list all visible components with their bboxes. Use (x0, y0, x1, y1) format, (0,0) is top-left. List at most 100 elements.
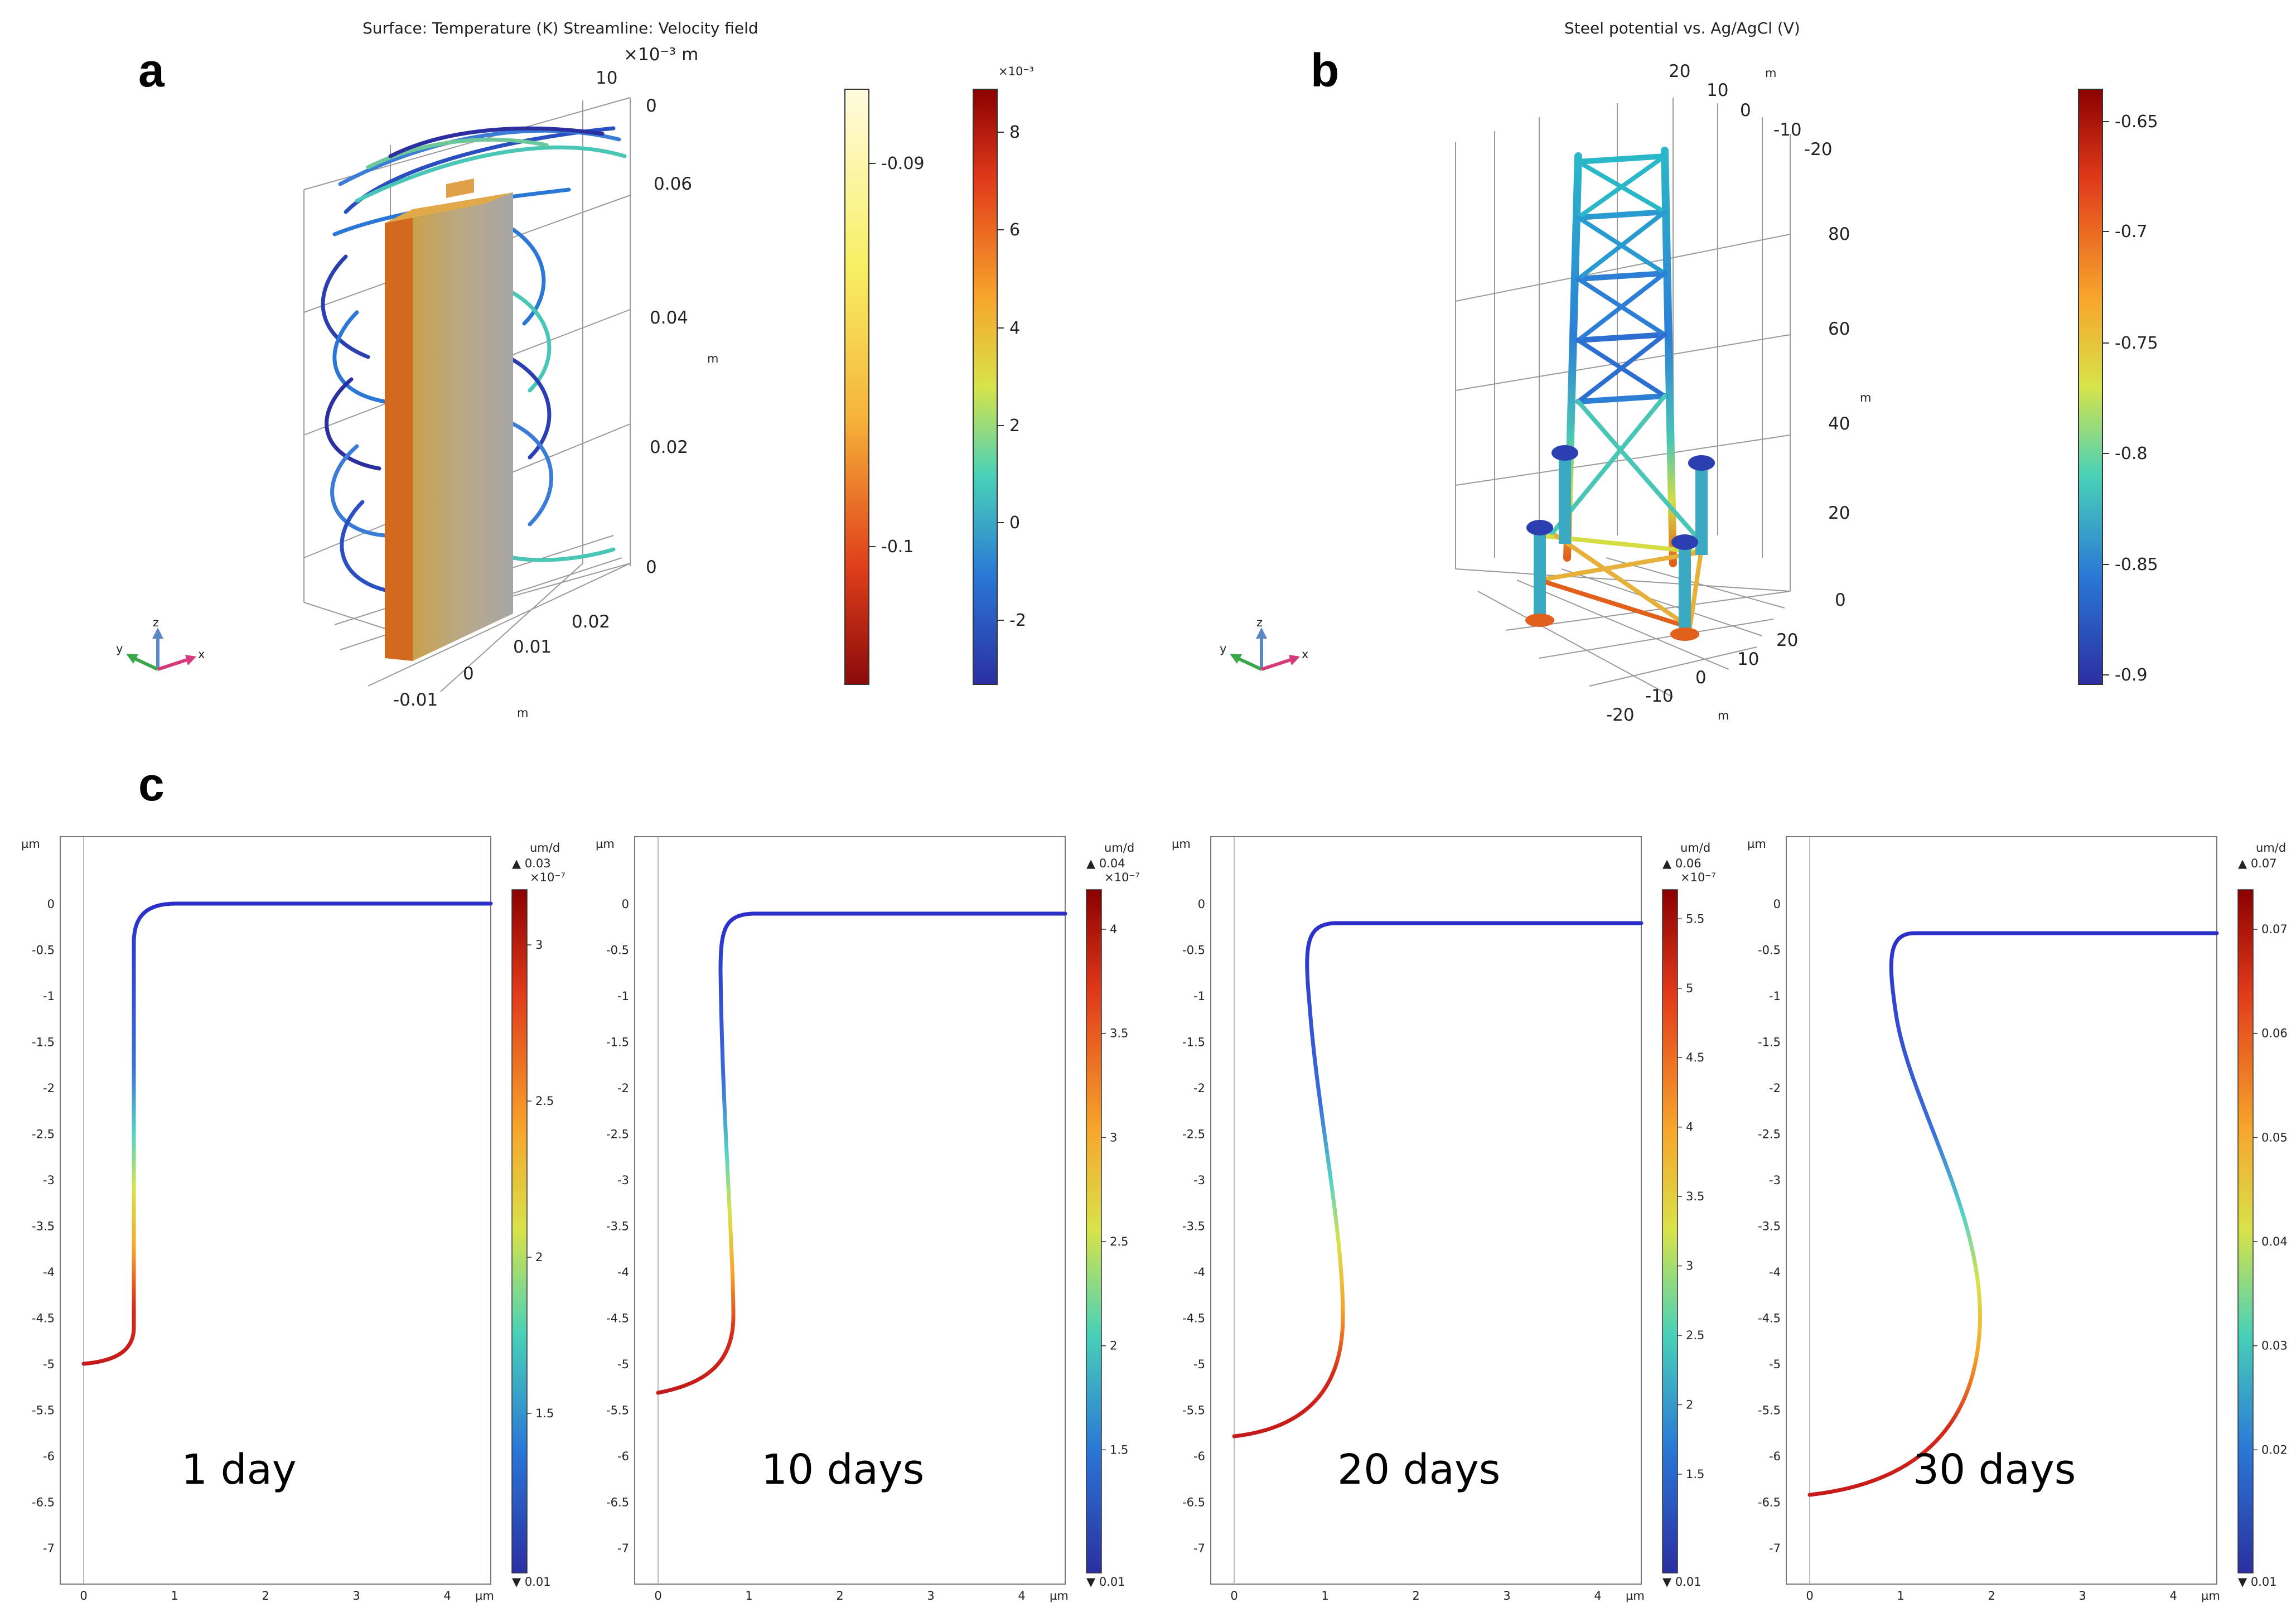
panel-a-title: Surface: Temperature (K) Streamline: Vel… (362, 19, 758, 37)
colorbar-unit: um/d (2256, 841, 2286, 855)
y-tick-label: -3 (1193, 1174, 1205, 1187)
panel-a-z-tick-0: 0 (646, 557, 657, 577)
panel-a-x-unit: m (517, 706, 528, 720)
y-tick-label: -3.5 (606, 1220, 629, 1233)
panel-a-x-tick-0.01: 0.01 (513, 637, 552, 657)
y-unit-label: µm (21, 837, 40, 851)
panel-b-x-tick-0: 0 (1695, 668, 1707, 688)
day-label: 10 days (761, 1446, 924, 1494)
y-tick-label: -6 (617, 1450, 629, 1463)
y-tick-label: -5 (1193, 1358, 1205, 1371)
cb-vel-tick-2: 2 (1009, 416, 1020, 436)
day-label: 1 day (181, 1446, 297, 1494)
subplot-1: µm µm 0 -0.5 -1 -1.5 -2 -2.5 -3 -3.5 -4 -4.5 -5 -5.5 -… (596, 836, 1140, 1602)
cb-vel-tick-6: 6 (1009, 220, 1020, 240)
y-unit-label: µm (1747, 837, 1766, 851)
y-tick-label: -6.5 (1182, 1496, 1205, 1509)
subplot-0: µm µm 0 -0.5 -1 -1.5 -2 -2.5 -3 -3.5 -4 -4.5 -5 -5.5 -… (21, 836, 565, 1602)
colorbar-tick: 2 (1110, 1339, 1117, 1353)
plot-frame (634, 836, 1066, 1585)
subplot-3: µm µm 0 -0.5 -1 -1.5 -2 -2.5 -3 -3.5 -4 -4.5 -5 -5.5 -… (1747, 836, 2288, 1602)
y-tick-label: -2.5 (606, 1128, 629, 1141)
x-tick-label: 1 (1897, 1589, 1904, 1602)
y-tick-label: -6.5 (1758, 1496, 1781, 1509)
y-tick-label: -4.5 (32, 1312, 55, 1325)
colorbar-min-label: ▼ 0.01 (1662, 1575, 1702, 1589)
y-tick-label: -1.5 (32, 1036, 55, 1049)
x-tick-label: 3 (927, 1589, 934, 1602)
colorbar-tick: 3.5 (1110, 1027, 1128, 1040)
x-unit-label: µm (1626, 1589, 1645, 1602)
y-tick-label: -3 (1769, 1174, 1781, 1187)
y-tick-label: -1.5 (1182, 1036, 1205, 1049)
panel-b-letter: b (1311, 44, 1339, 96)
colorbar-tick: 2 (535, 1251, 543, 1264)
panel-a-x-tick-0: 0 (463, 664, 474, 684)
panel-c-letter: c (138, 758, 165, 810)
cb-vel-tick-0: 0 (1009, 513, 1020, 533)
y-tick-label: -4 (1193, 1266, 1205, 1279)
y-tick-label: -5 (617, 1358, 629, 1371)
colorbar-tick: 1.5 (1686, 1468, 1704, 1481)
y-tick-label: -3.5 (1182, 1220, 1205, 1233)
panel-a-z-unit: m (707, 352, 718, 365)
triad-b-z-label: z (1256, 616, 1263, 629)
colorbar-tick: 3 (535, 938, 543, 952)
y-tick-label: -1 (617, 989, 629, 1003)
corrosion-profile-curve (1807, 931, 2219, 1497)
y-tick-label: -3 (43, 1174, 55, 1187)
panel-a-z-tick-0-top: 0 (646, 96, 657, 116)
triad-y-label: y (116, 642, 123, 655)
y-tick-label: -1 (43, 989, 55, 1003)
corrosion-profile-curve (656, 911, 1067, 1395)
panel-a-z-tick-0.02: 0.02 (650, 437, 688, 457)
panel-a-letter: a (138, 44, 165, 96)
x-tick-label: 1 (171, 1589, 178, 1602)
x-unit-label: µm (2201, 1589, 2220, 1602)
pile-cap-icon (1526, 520, 1553, 535)
y-tick-label: -7 (43, 1542, 55, 1555)
panel-a-colorbar-temperature: -0.09 -0.1 (844, 89, 925, 685)
day-label: 30 days (1913, 1446, 2076, 1494)
panel-a-axis-triad: z y x (116, 616, 205, 671)
panel-b-z-unit: m (1860, 391, 1871, 404)
y-tick-label: -2.5 (32, 1128, 55, 1141)
y-tick-label: -1.5 (606, 1036, 629, 1049)
panel-b-z-tick-0: 0 (1835, 590, 1846, 610)
colorbar-tick: 4 (1686, 1121, 1693, 1134)
triad-z-label: z (153, 616, 159, 629)
x-unit-label: µm (475, 1589, 494, 1602)
y-tick-label: -0.5 (1758, 944, 1781, 957)
triad-x-label: x (198, 648, 205, 661)
y-tick-label: -2 (43, 1082, 55, 1095)
triad-x-arrow-icon (185, 655, 196, 665)
plot-frame (1786, 836, 2217, 1585)
panel-b-cb-tick-1: -0.7 (2115, 222, 2148, 242)
y-tick-label: -5.5 (32, 1404, 55, 1417)
triad-z-arrow-icon (152, 628, 163, 639)
colorbar-tick: 2.5 (535, 1094, 554, 1108)
colorbar-tick: 2.5 (1686, 1329, 1704, 1342)
colorbar-unit: um/d (1104, 841, 1134, 855)
panel-b-cb-tick-5: -0.9 (2115, 665, 2148, 685)
panel-a-top-axis-label: ×10⁻³ m (623, 45, 698, 65)
colorbar-tick: 1.5 (1110, 1443, 1128, 1456)
panel-b-cb-tick-3: -0.8 (2115, 444, 2148, 464)
x-tick-label: 4 (2169, 1589, 2177, 1602)
x-tick-label: 2 (836, 1589, 843, 1602)
y-tick-label: -5.5 (1182, 1404, 1205, 1417)
x-tick-label: 1 (1321, 1589, 1328, 1602)
triad-b-z-arrow-icon (1256, 628, 1267, 639)
y-tick-label: -0.5 (32, 944, 55, 957)
colorbar-tick: 1.5 (535, 1407, 554, 1420)
panel-b-z-tick-40: 40 (1828, 414, 1850, 434)
x-unit-label: µm (1050, 1589, 1069, 1602)
y-tick-label: -3 (617, 1174, 629, 1187)
cb-vel-tick-neg2: -2 (1009, 611, 1026, 630)
panel-b-top-unit: m (1765, 66, 1776, 80)
colorbar (2237, 889, 2254, 1573)
panel-b-cb-tick-4: -0.85 (2115, 555, 2158, 575)
x-tick-label: 3 (2079, 1589, 2086, 1602)
cb-vel-exponent: ×10⁻³ (998, 65, 1034, 78)
